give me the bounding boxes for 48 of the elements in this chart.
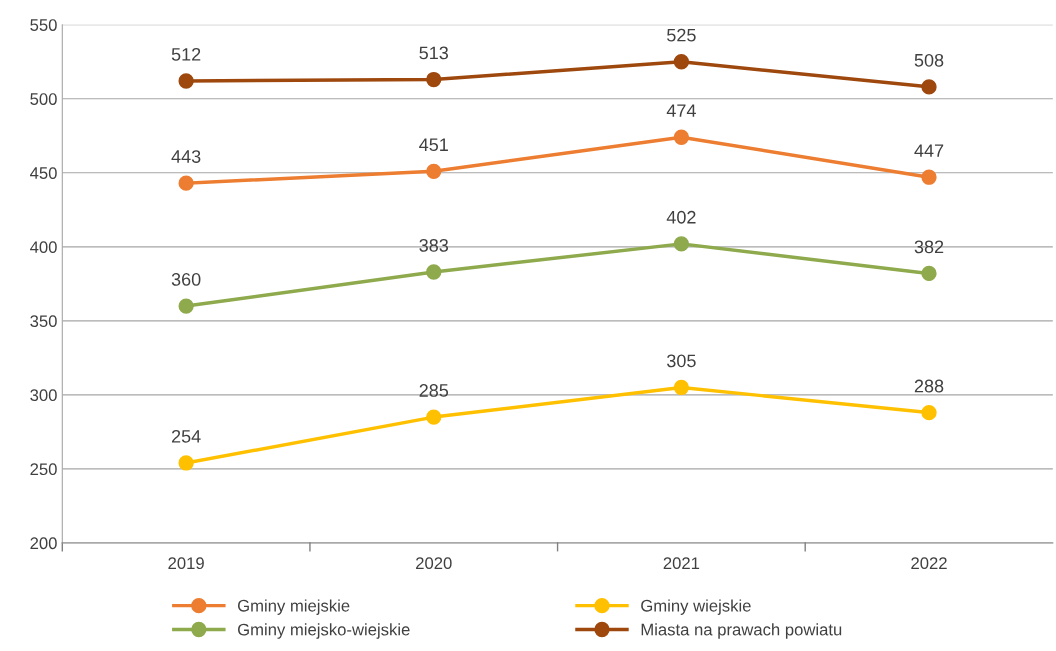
point bbox=[178, 455, 194, 471]
data-label: 402 bbox=[666, 210, 696, 224]
y-tick-label: 450 bbox=[30, 167, 57, 179]
x-tick-label: 2022 bbox=[911, 557, 947, 570]
point bbox=[426, 409, 442, 425]
legend-label: Gminy wiejskie bbox=[641, 599, 751, 615]
point bbox=[673, 54, 690, 70]
point bbox=[921, 169, 937, 185]
data-label: 451 bbox=[419, 138, 448, 152]
point bbox=[673, 379, 690, 396]
legend-label: Gminy miejskie bbox=[237, 599, 350, 615]
point bbox=[178, 175, 194, 191]
data-label: 508 bbox=[914, 53, 944, 67]
data-label: 447 bbox=[914, 144, 944, 157]
point bbox=[921, 79, 937, 95]
x-tick-label: 2019 bbox=[168, 557, 204, 570]
data-label: 382 bbox=[914, 240, 944, 254]
point bbox=[178, 298, 194, 314]
legend-label: Miasta na prawach powiatu bbox=[641, 623, 842, 639]
y-tick-label: 350 bbox=[30, 315, 57, 328]
data-label: 360 bbox=[171, 273, 201, 286]
y-tick-label: 400 bbox=[30, 241, 57, 254]
point bbox=[673, 236, 690, 252]
data-label: 383 bbox=[419, 238, 449, 252]
data-label: 288 bbox=[914, 379, 944, 393]
data-label: 254 bbox=[171, 429, 201, 443]
x-tick-label: 2021 bbox=[663, 557, 700, 570]
data-label: 285 bbox=[419, 384, 449, 397]
point bbox=[673, 129, 690, 145]
y-tick-label: 300 bbox=[30, 389, 57, 402]
x-tick-label: 2020 bbox=[416, 557, 452, 570]
data-label: 305 bbox=[667, 354, 696, 368]
point bbox=[921, 265, 937, 282]
point bbox=[178, 73, 194, 89]
legend-label: Gminy miejsko-wiejskie bbox=[237, 623, 410, 639]
y-tick-label: 500 bbox=[30, 93, 57, 105]
point bbox=[426, 163, 442, 179]
point bbox=[426, 264, 442, 280]
data-label: 443 bbox=[171, 150, 201, 163]
data-label: 525 bbox=[667, 28, 696, 42]
data-label: 474 bbox=[666, 104, 696, 117]
y-tick-label: 550 bbox=[30, 19, 57, 31]
data-label: 512 bbox=[171, 47, 201, 61]
data-label: 513 bbox=[419, 46, 449, 60]
point bbox=[921, 405, 937, 421]
point bbox=[426, 71, 442, 88]
y-tick-label: 200 bbox=[30, 537, 57, 550]
y-tick-label: 250 bbox=[30, 463, 57, 476]
